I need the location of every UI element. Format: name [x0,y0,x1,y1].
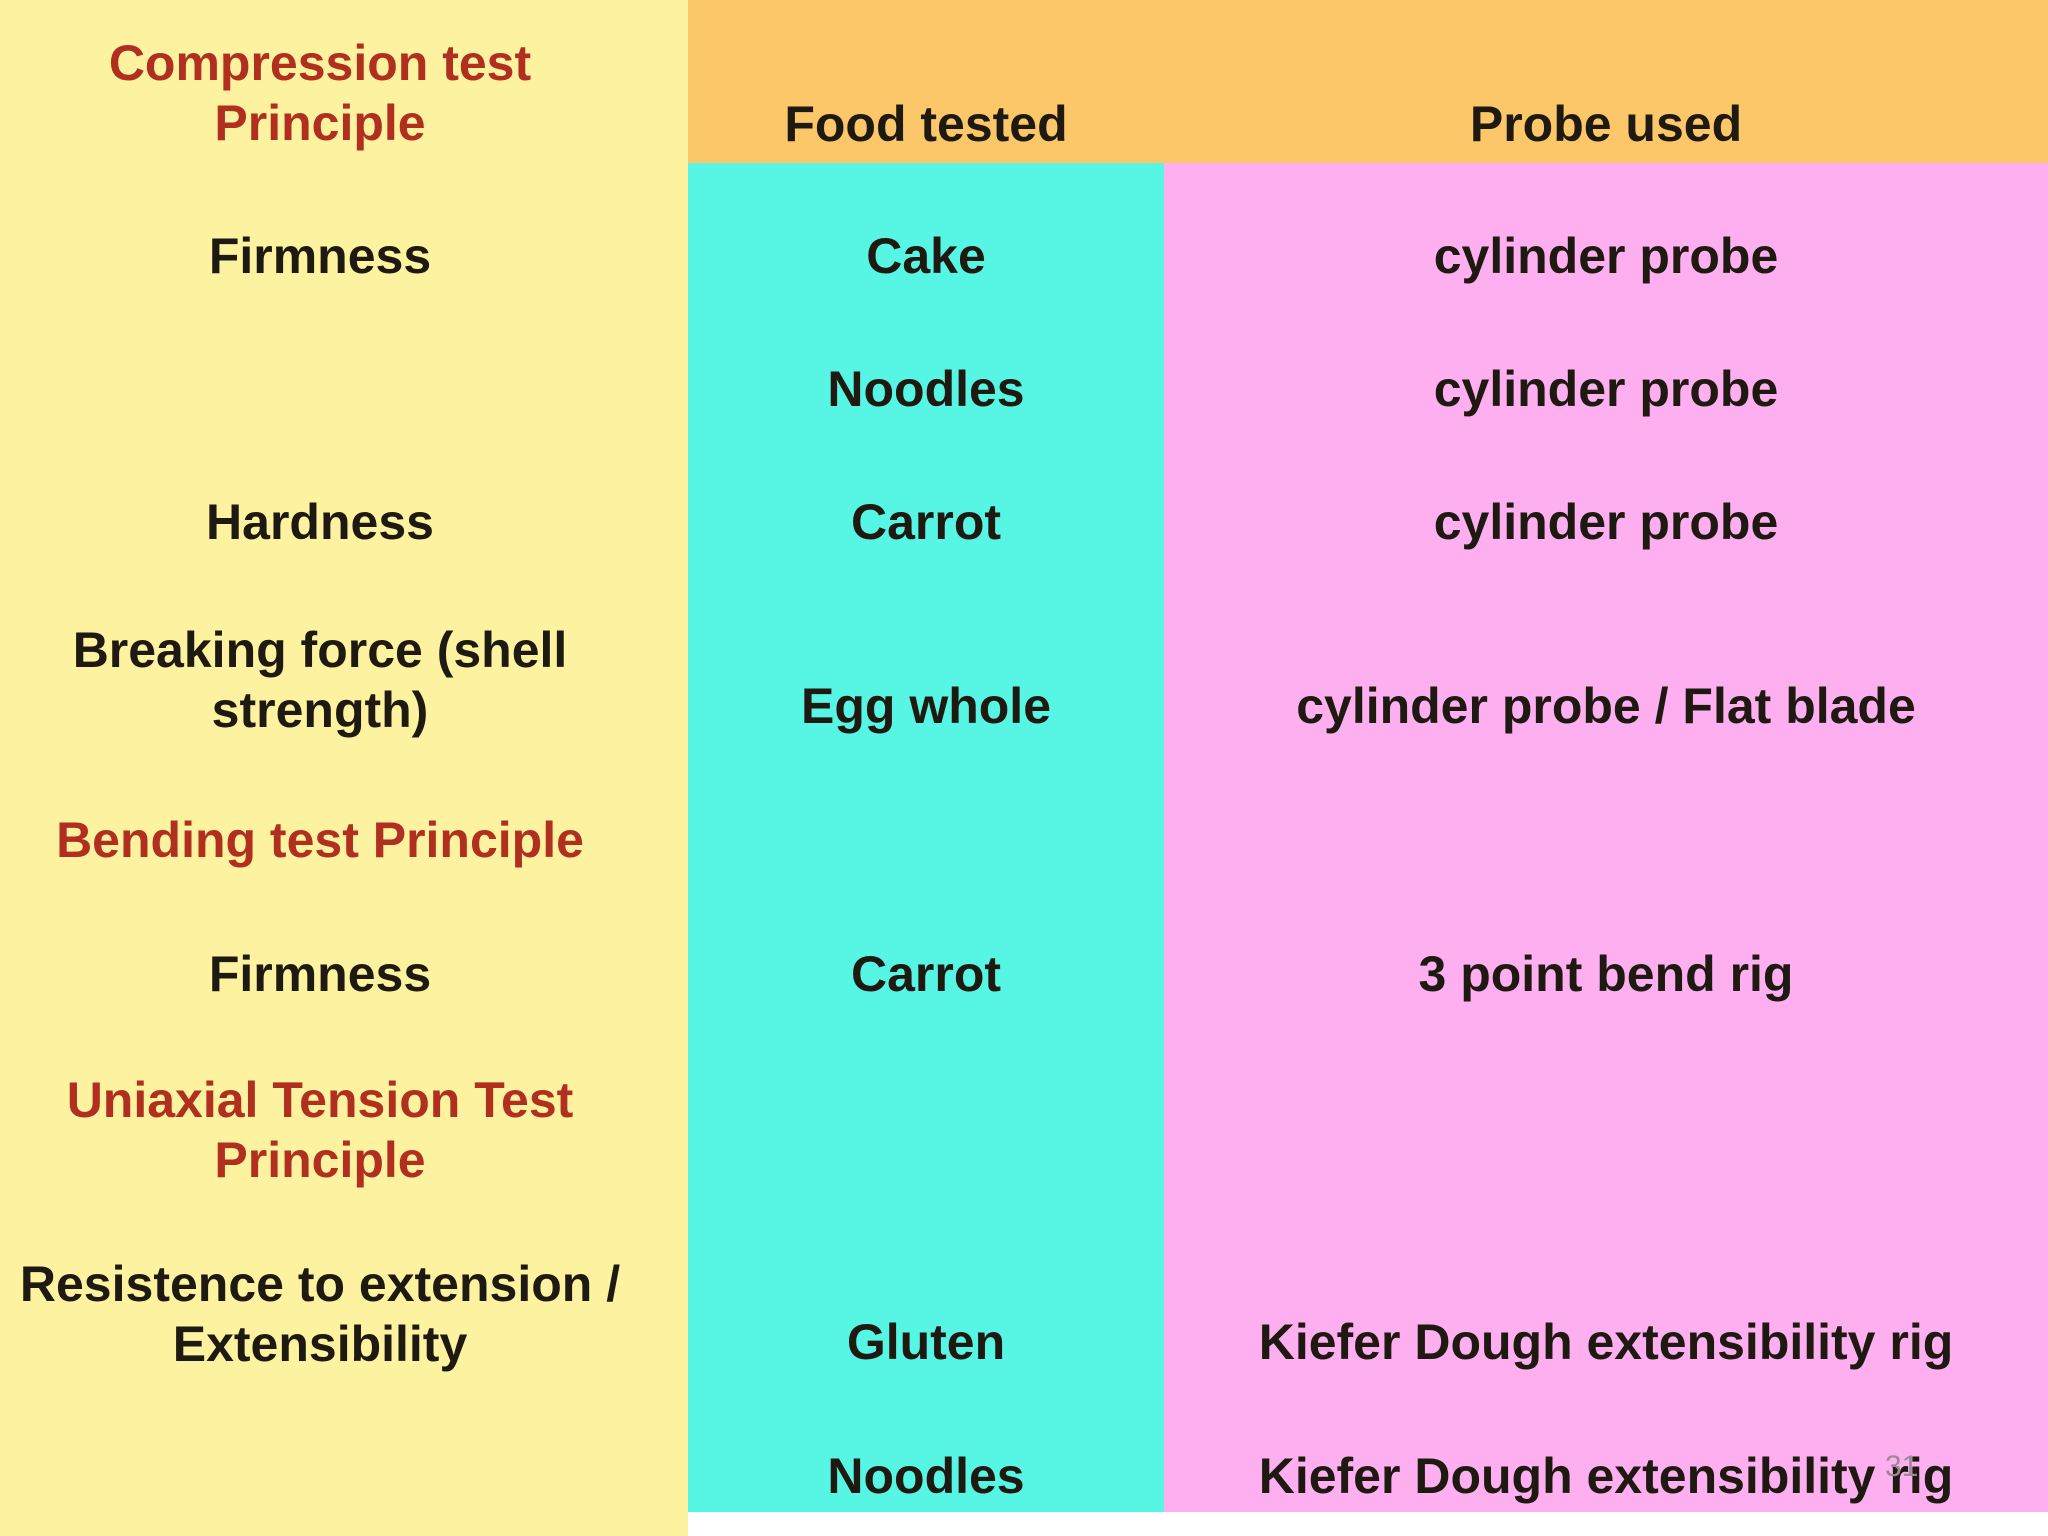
probe-cell: cylinder probe / Flat blade [1296,678,1916,734]
food-cell: Noodles [827,361,1025,417]
compression-principle-heading: Compression test Principle [108,34,532,151]
page-number: 31 [1885,1450,1919,1483]
probe-cell: cylinder probe [1433,228,1779,284]
principle-column-bg [0,0,688,1536]
probe-cell: cylinder probe [1433,361,1779,417]
test-label: Firmness [208,228,432,284]
header-band [688,0,2048,163]
header-food-tested: Food tested [784,96,1068,152]
probe-cell: Kiefer Dough extensibility rig [1258,1314,1954,1370]
test-label: Firmness [208,946,432,1002]
header-probe-used: Probe used [1469,96,1743,152]
tension-principle-heading: Uniaxial Tension Test Principle [66,1072,574,1188]
probe-cell: cylinder probe [1433,494,1779,550]
probe-cell: Kiefer Dough extensibility rig [1258,1448,1954,1504]
bending-principle-heading: Bending test Principle [56,812,584,868]
food-cell: Gluten [846,1314,1006,1370]
food-column-bg [688,0,1164,1512]
test-label: Breaking force (shell strength) [72,622,568,738]
test-label: Resistence to extension / Extensibility [19,1256,621,1372]
food-cell: Noodles [827,1448,1025,1504]
food-cell: Carrot [850,494,1002,550]
food-cell: Egg whole [801,678,1051,734]
probe-cell: 3 point bend rig [1418,946,1794,1002]
test-label: Hardness [206,494,434,550]
food-cell: Carrot [850,946,1002,1002]
probe-column-bg [1164,0,2048,1512]
food-cell: Cake [866,228,986,284]
